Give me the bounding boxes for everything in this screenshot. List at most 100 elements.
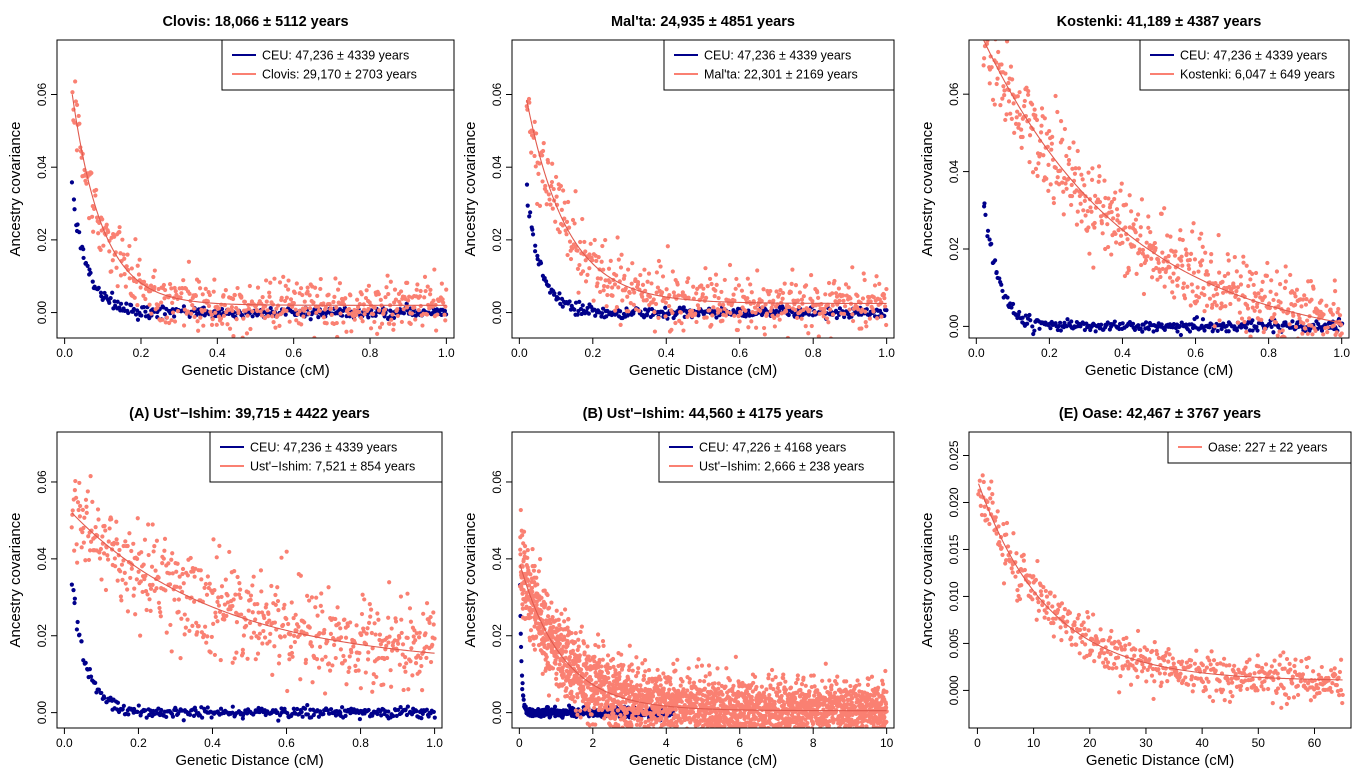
data-point xyxy=(1335,310,1340,315)
data-point xyxy=(143,588,149,594)
data-point xyxy=(605,662,610,667)
data-point xyxy=(219,594,224,600)
data-point xyxy=(160,317,165,322)
data-point xyxy=(554,194,559,199)
data-point xyxy=(1162,284,1167,289)
data-point xyxy=(1173,249,1178,254)
data-point xyxy=(1339,322,1344,327)
data-point xyxy=(386,615,391,620)
legend-label: CEU: 47,236 ± 4339 years xyxy=(1180,49,1327,63)
data-point xyxy=(1180,263,1185,268)
data-point xyxy=(632,290,637,295)
data-point xyxy=(578,708,583,713)
data-point xyxy=(108,295,113,301)
data-point xyxy=(727,262,733,268)
data-point xyxy=(1171,271,1176,276)
data-point xyxy=(589,712,594,717)
data-point xyxy=(97,556,103,561)
data-point xyxy=(288,644,294,649)
data-point xyxy=(606,675,611,681)
data-point xyxy=(600,306,606,311)
data-point xyxy=(106,229,111,235)
data-point xyxy=(762,332,767,337)
data-point xyxy=(101,243,106,248)
y-tick-label: 0.00 xyxy=(35,701,49,725)
data-point xyxy=(610,656,616,662)
data-point xyxy=(275,585,280,590)
data-point xyxy=(575,248,580,253)
data-point xyxy=(571,694,576,700)
data-point xyxy=(982,56,987,61)
data-point xyxy=(777,292,782,297)
data-point xyxy=(1076,166,1082,171)
data-point xyxy=(1204,303,1210,308)
data-point xyxy=(1226,258,1231,263)
data-point xyxy=(620,298,625,303)
data-point xyxy=(195,630,200,635)
data-point xyxy=(416,635,422,640)
data-point xyxy=(1048,326,1053,331)
data-point xyxy=(232,568,237,574)
data-point xyxy=(147,597,152,602)
data-point xyxy=(286,278,291,283)
data-point xyxy=(1301,321,1306,326)
data-point xyxy=(439,312,444,318)
data-point xyxy=(780,290,786,296)
data-point xyxy=(427,306,432,311)
data-point xyxy=(1149,275,1155,280)
data-point xyxy=(549,600,554,605)
data-point xyxy=(439,281,444,286)
data-point xyxy=(368,614,373,619)
data-point xyxy=(1057,320,1063,325)
data-point xyxy=(442,312,447,317)
data-point xyxy=(434,328,439,333)
data-point xyxy=(138,285,143,290)
data-point xyxy=(89,528,94,533)
data-point xyxy=(1072,171,1078,176)
data-point xyxy=(592,654,597,659)
data-point xyxy=(549,179,555,185)
data-point xyxy=(353,663,358,668)
data-point xyxy=(884,308,889,313)
data-point xyxy=(530,546,535,552)
data-point xyxy=(1329,340,1333,344)
data-point xyxy=(1261,329,1266,335)
data-point xyxy=(408,321,413,327)
data-point xyxy=(342,658,348,663)
data-point xyxy=(728,310,733,316)
data-point xyxy=(169,318,174,323)
data-point xyxy=(1113,231,1118,237)
data-point xyxy=(630,713,635,718)
data-point xyxy=(405,591,410,596)
data-point xyxy=(316,315,321,320)
data-point xyxy=(153,568,158,573)
data-point xyxy=(259,610,265,615)
data-point xyxy=(94,215,100,220)
data-point xyxy=(520,606,525,611)
data-point xyxy=(639,716,644,722)
data-point xyxy=(1115,213,1120,218)
data-point xyxy=(110,290,115,295)
data-point xyxy=(1212,324,1217,329)
data-point xyxy=(143,573,148,579)
data-point xyxy=(605,284,610,289)
data-point xyxy=(283,283,288,288)
data-point xyxy=(1053,93,1058,99)
data-point xyxy=(836,286,842,291)
data-point xyxy=(314,656,320,662)
data-point xyxy=(323,654,328,659)
data-point xyxy=(260,641,265,646)
data-point xyxy=(1046,162,1051,167)
data-point xyxy=(795,315,800,320)
data-point xyxy=(521,587,526,593)
data-point xyxy=(71,588,76,593)
data-point xyxy=(181,718,186,723)
data-point xyxy=(91,206,97,211)
data-point xyxy=(660,274,666,279)
data-point xyxy=(1144,240,1149,245)
data-point xyxy=(386,709,391,714)
data-point xyxy=(120,237,125,242)
data-point xyxy=(643,669,648,674)
data-point xyxy=(1293,324,1299,330)
